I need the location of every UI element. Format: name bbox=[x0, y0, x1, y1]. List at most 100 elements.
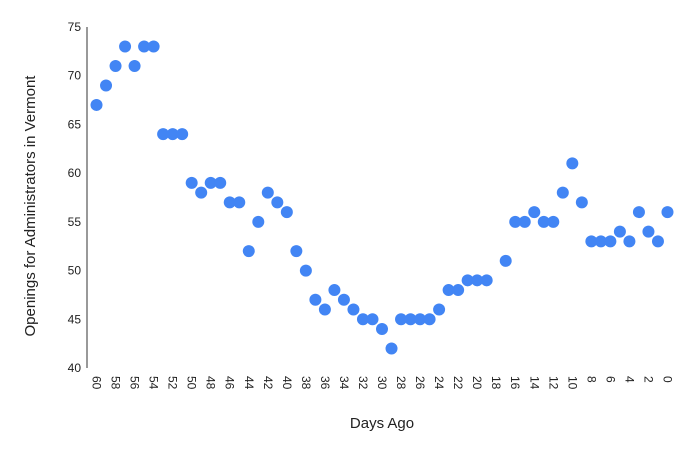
y-tick-label: 55 bbox=[68, 215, 82, 229]
point bbox=[252, 215, 265, 228]
x-tick-label: 2 bbox=[641, 376, 655, 383]
y-tick-label: 40 bbox=[68, 361, 82, 375]
x-tick-label: 12 bbox=[546, 376, 560, 390]
point bbox=[661, 206, 674, 219]
point bbox=[404, 313, 417, 326]
point bbox=[461, 274, 474, 287]
point bbox=[613, 225, 626, 238]
point bbox=[528, 206, 541, 219]
x-tick-label: 44 bbox=[242, 376, 256, 390]
point bbox=[366, 313, 379, 326]
point bbox=[499, 254, 512, 267]
point bbox=[623, 235, 636, 248]
y-tick-label: 50 bbox=[68, 264, 82, 278]
point bbox=[423, 313, 436, 326]
point bbox=[271, 196, 284, 209]
point bbox=[537, 215, 550, 228]
point bbox=[556, 186, 569, 199]
point bbox=[119, 40, 132, 53]
point bbox=[90, 98, 103, 111]
point bbox=[290, 245, 303, 258]
point bbox=[442, 284, 455, 297]
point bbox=[594, 235, 607, 248]
point bbox=[195, 186, 208, 199]
x-tick-label: 56 bbox=[128, 376, 142, 390]
point bbox=[280, 206, 293, 219]
point bbox=[395, 313, 408, 326]
point bbox=[318, 303, 331, 316]
point bbox=[356, 313, 369, 326]
point bbox=[223, 196, 236, 209]
point bbox=[642, 225, 655, 238]
point bbox=[328, 284, 341, 297]
x-tick-label: 0 bbox=[660, 376, 674, 383]
point bbox=[176, 128, 189, 141]
point bbox=[433, 303, 446, 316]
point bbox=[347, 303, 360, 316]
y-tick-label: 65 bbox=[68, 117, 82, 131]
point bbox=[233, 196, 246, 209]
point bbox=[547, 215, 560, 228]
x-tick-label: 4 bbox=[622, 376, 636, 383]
point bbox=[109, 59, 122, 72]
x-tick-label: 58 bbox=[109, 376, 123, 390]
point bbox=[138, 40, 151, 53]
x-tick-label: 46 bbox=[223, 376, 237, 390]
point bbox=[480, 274, 493, 287]
x-tick-label: 38 bbox=[299, 376, 313, 390]
point bbox=[204, 176, 217, 189]
point bbox=[471, 274, 484, 287]
x-tick-label: 28 bbox=[394, 376, 408, 390]
x-tick-label: 22 bbox=[451, 376, 465, 390]
x-tick-label: 20 bbox=[470, 376, 484, 390]
x-tick-label: 52 bbox=[166, 376, 180, 390]
x-tick-label: 14 bbox=[527, 376, 541, 390]
y-tick-label: 45 bbox=[68, 312, 82, 326]
x-tick-label: 32 bbox=[356, 376, 370, 390]
x-tick-label: 50 bbox=[185, 376, 199, 390]
x-tick-label: 8 bbox=[584, 376, 598, 383]
point bbox=[452, 284, 465, 297]
point bbox=[185, 176, 198, 189]
point bbox=[157, 128, 170, 141]
point bbox=[337, 293, 350, 306]
y-tick-label: 70 bbox=[68, 69, 82, 83]
x-tick-label: 34 bbox=[337, 376, 351, 390]
x-tick-label: 40 bbox=[280, 376, 294, 390]
x-tick-label: 10 bbox=[565, 376, 579, 390]
y-axis-title: Openings for Administrators in Vermont bbox=[22, 75, 39, 337]
point bbox=[299, 264, 312, 277]
x-tick-label: 30 bbox=[375, 376, 389, 390]
point bbox=[575, 196, 588, 209]
point bbox=[214, 176, 227, 189]
x-tick-label: 42 bbox=[261, 376, 275, 390]
point bbox=[147, 40, 160, 53]
point bbox=[100, 79, 113, 92]
x-tick-label: 18 bbox=[489, 376, 503, 390]
point bbox=[414, 313, 427, 326]
x-axis-title: Days Ago bbox=[350, 415, 414, 432]
point bbox=[242, 245, 255, 258]
x-tick-label: 60 bbox=[90, 376, 104, 390]
y-tick-label: 75 bbox=[68, 20, 82, 34]
point bbox=[509, 215, 522, 228]
x-tick-label: 16 bbox=[508, 376, 522, 390]
point bbox=[604, 235, 617, 248]
point bbox=[376, 323, 388, 336]
x-tick-label: 36 bbox=[318, 376, 332, 390]
point bbox=[261, 186, 274, 199]
x-tick-label: 26 bbox=[413, 376, 427, 390]
point bbox=[585, 235, 598, 248]
point bbox=[309, 293, 322, 306]
point bbox=[566, 157, 579, 170]
point bbox=[518, 215, 531, 228]
x-tick-label: 54 bbox=[147, 376, 161, 390]
point bbox=[632, 206, 645, 219]
y-tick-label: 60 bbox=[68, 166, 82, 180]
point bbox=[166, 128, 179, 141]
x-tick-label: 24 bbox=[432, 376, 446, 390]
x-tick-label: 6 bbox=[603, 376, 617, 383]
point bbox=[651, 235, 664, 248]
